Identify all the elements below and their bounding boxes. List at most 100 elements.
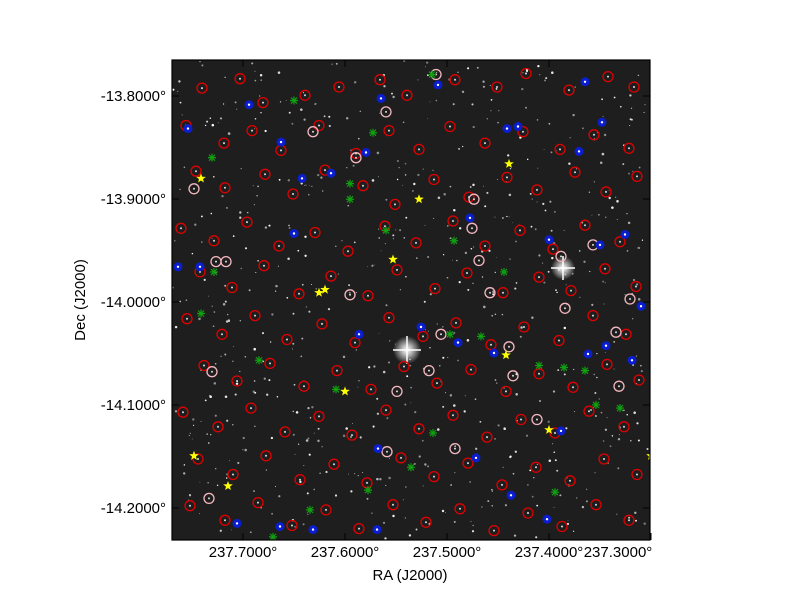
marker-source: [484, 245, 486, 247]
x-tick-label: 237.5000°: [413, 544, 482, 561]
faint-star: [331, 63, 333, 65]
red-circle-marker: [515, 413, 527, 426]
faint-star: [259, 95, 261, 97]
marker-source: [593, 133, 595, 136]
faint-star: [335, 62, 338, 65]
faint-star: [409, 364, 412, 367]
red-circle-marker: [331, 364, 343, 377]
faint-star: [301, 337, 304, 340]
faint-star: [496, 257, 498, 258]
green-star-marker: [581, 366, 589, 375]
marker-source: [522, 130, 524, 133]
faint-star: [303, 118, 306, 121]
faint-star: [276, 395, 279, 398]
faint-star: [405, 486, 407, 488]
faint-star: [304, 184, 305, 186]
faint-star: [408, 534, 412, 537]
red-circle-marker: [175, 222, 187, 234]
faint-star: [174, 240, 176, 242]
faint-star: [467, 288, 470, 291]
red-circle-marker: [600, 186, 612, 198]
faint-star: [470, 520, 472, 523]
marker-source: [525, 72, 527, 75]
faint-star: [239, 320, 241, 322]
y-tick-label: -13.8000°: [101, 88, 166, 105]
faint-star: [458, 147, 461, 150]
faint-star: [611, 435, 614, 437]
marker-source: [560, 255, 562, 258]
marker-source: [265, 454, 267, 457]
marker-source: [600, 121, 604, 124]
faint-star: [405, 216, 408, 219]
faint-star: [447, 225, 449, 227]
faint-star: [637, 298, 641, 301]
faint-star: [481, 276, 484, 278]
faint-star: [304, 235, 307, 239]
faint-star: [234, 393, 237, 396]
green-star-marker: [407, 463, 415, 472]
faint-star: [641, 239, 644, 241]
faint-star: [599, 161, 603, 165]
red-circle-marker: [259, 168, 271, 180]
yellow-star-marker: [544, 424, 554, 434]
faint-star: [213, 311, 216, 313]
faint-star: [379, 112, 381, 114]
marker-source: [527, 512, 529, 514]
red-circle-marker: [563, 84, 575, 96]
pink-circle-marker: [473, 254, 485, 267]
faint-star: [206, 120, 209, 123]
faint-star: [536, 201, 538, 203]
faint-star: [291, 122, 294, 125]
red-circle-marker: [633, 374, 645, 386]
pink-circle-marker: [203, 492, 215, 505]
faint-star: [260, 112, 262, 114]
marker-source: [509, 494, 513, 497]
marker-source: [547, 238, 551, 241]
faint-star: [212, 325, 215, 328]
faint-star: [574, 86, 576, 88]
marker-source: [199, 270, 201, 273]
faint-star: [297, 443, 300, 445]
faint-star: [632, 278, 636, 282]
marker-source: [484, 142, 486, 145]
marker-source: [584, 224, 586, 227]
faint-star: [415, 528, 418, 531]
marker-source: [604, 344, 608, 347]
faint-star: [395, 229, 397, 231]
faint-star: [256, 195, 258, 197]
faint-star: [178, 80, 181, 83]
green-star-marker: [551, 488, 559, 497]
faint-star: [188, 494, 192, 497]
red-circle-marker: [450, 317, 462, 329]
faint-star: [486, 118, 488, 120]
red-circle-marker: [279, 426, 291, 438]
faint-star: [429, 347, 431, 349]
faint-star: [474, 398, 477, 400]
faint-star: [208, 442, 210, 444]
faint-star: [235, 382, 239, 386]
faint-star: [583, 260, 586, 263]
faint-star: [396, 178, 399, 181]
marker-source: [473, 198, 475, 201]
green-star-marker: [269, 532, 277, 540]
red-circle-marker: [196, 82, 208, 94]
faint-star: [596, 376, 598, 379]
faint-star: [242, 449, 244, 451]
marker-source: [385, 409, 387, 412]
marker-source: [215, 260, 217, 263]
red-circle-marker: [497, 287, 509, 299]
marker-source: [347, 250, 349, 253]
red-circle-marker: [623, 142, 635, 154]
faint-star: [183, 166, 186, 169]
marker-source: [379, 97, 383, 100]
marker-source: [538, 276, 540, 279]
faint-star: [536, 119, 539, 121]
red-circle-marker: [264, 357, 276, 370]
faint-star: [609, 445, 612, 448]
faint-star: [421, 439, 424, 442]
faint-star: [300, 108, 303, 111]
marker-source: [263, 264, 265, 267]
faint-star: [311, 185, 313, 187]
red-circle-marker: [431, 377, 443, 389]
